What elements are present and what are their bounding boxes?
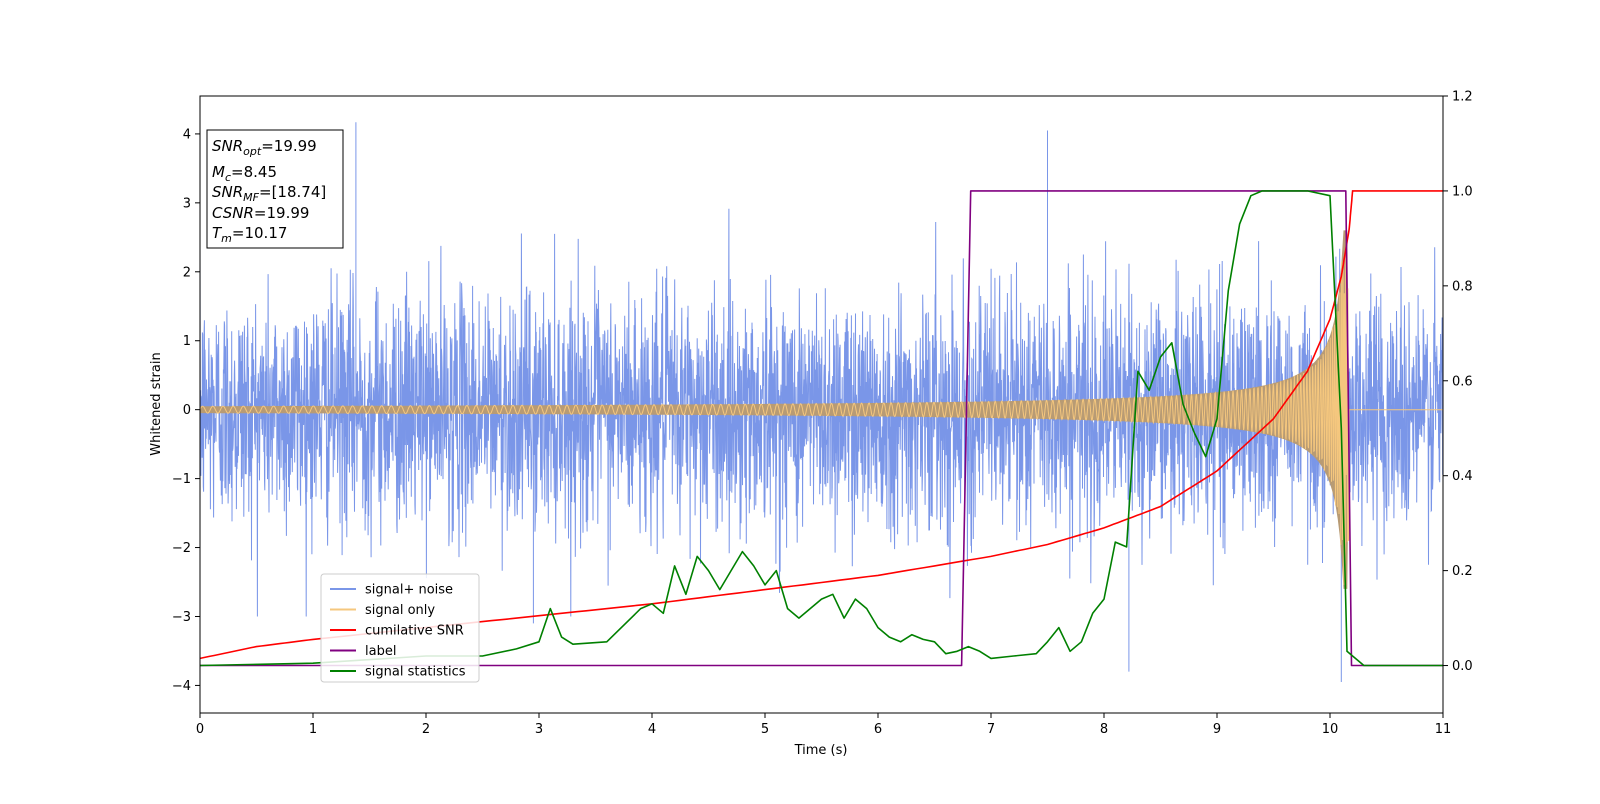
x-tick-label: 10 [1322, 722, 1339, 737]
y-tick-label: −4 [172, 679, 191, 694]
x-tick-label: 6 [874, 722, 882, 737]
x-tick-label: 11 [1435, 722, 1452, 737]
x-tick-label: 4 [648, 722, 656, 737]
legend-label: label [365, 644, 396, 659]
legend-label: signal statistics [365, 665, 466, 680]
x-axis-title: Time (s) [794, 743, 848, 758]
legend-label: cumilative SNR [365, 624, 464, 639]
y2-tick-label: 0.2 [1452, 564, 1473, 579]
y2-tick-label: 1.2 [1452, 90, 1473, 105]
x-tick-label: 5 [761, 722, 769, 737]
annotation-mc: Mc=8.45 [212, 163, 277, 184]
y-axis-title: Whitened strain [149, 352, 164, 455]
y-tick-label: −1 [172, 472, 191, 487]
annotation-snr-mf: SNRMF=[18.74] [212, 183, 326, 204]
y2-tick-label: 0.6 [1452, 374, 1473, 389]
x-axis: 0 1 2 3 4 5 6 7 8 9 10 11 [196, 713, 1451, 737]
y-tick-label: 3 [183, 196, 191, 211]
x-tick-label: 1 [309, 722, 317, 737]
legend-frame [320, 573, 480, 683]
y-tick-label: 0 [183, 403, 191, 418]
x-tick-label: 2 [422, 722, 430, 737]
annotation-tm: Tm=10.17 [212, 224, 287, 245]
y2-tick-label: 0.8 [1452, 279, 1473, 294]
y2-tick-label: 0.4 [1452, 469, 1473, 484]
y-tick-label: −3 [172, 610, 191, 625]
y2-tick-label: 0.0 [1452, 659, 1473, 674]
y-tick-label: 2 [183, 265, 191, 280]
y2-tick-label: 1.0 [1452, 184, 1473, 199]
x-tick-label: 3 [535, 722, 543, 737]
annotation-snr-opt: SNRopt=19.99 [212, 137, 317, 158]
x-tick-label: 7 [987, 722, 995, 737]
y-axis-right: 0.0 0.2 0.4 0.6 0.8 1.0 1.2 [1443, 90, 1473, 674]
legend-label: signal only [365, 603, 435, 618]
plot-frame [199, 95, 1444, 714]
series-signal-only-envelope [200, 230, 1350, 589]
x-tick-label: 9 [1213, 722, 1221, 737]
x-tick-label: 8 [1100, 722, 1108, 737]
series-signal-statistics [200, 190, 1443, 667]
snr-annotation-box: SNRopt=19.99 Mc=8.45 SNRMF=[18.74] CSNR=… [206, 129, 344, 249]
x-tick-label: 0 [196, 722, 204, 737]
annotation-frame [206, 129, 344, 249]
y-axis-left: −4 −3 −2 −1 0 1 2 3 4 [172, 127, 200, 694]
y-tick-label: 4 [183, 127, 191, 142]
y-tick-label: −2 [172, 541, 191, 556]
y-tick-label: 1 [183, 334, 191, 349]
series-signal-only [200, 250, 1443, 585]
annotation-csnr: CSNR=19.99 [212, 204, 309, 222]
legend: signal+ noise signal only cumilative SNR la… [320, 573, 480, 683]
legend-label: signal+ noise [365, 583, 453, 598]
